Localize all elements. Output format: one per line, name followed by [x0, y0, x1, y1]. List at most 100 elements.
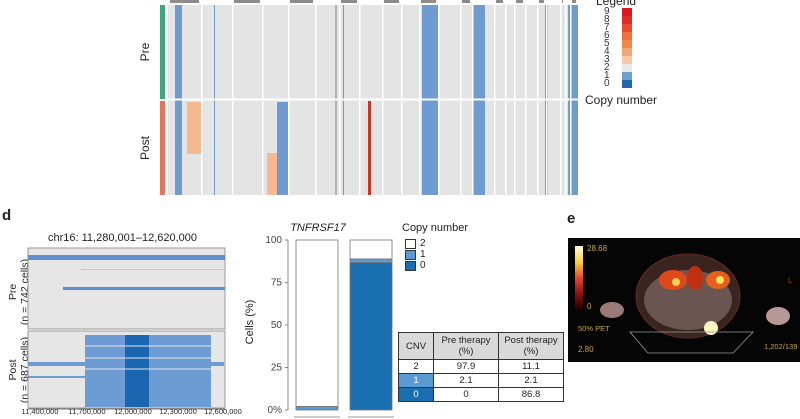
pet-ct-image: 28.68 0 50% PET 2.80 1,202/139 L [568, 238, 800, 362]
cnv-cell: 1 [398, 373, 434, 388]
y-tick-label: 75 [271, 278, 283, 289]
cnv-cell: 0 [398, 387, 434, 402]
chromosome-label-bar [562, 0, 563, 3]
chromosome-label-bar [462, 0, 470, 3]
chromosome-divider [494, 0, 496, 196]
legend-level-label: 3 [604, 54, 610, 65]
y-tick-label: 0% [268, 405, 283, 416]
bar-segment-cn0 [349, 262, 393, 411]
legend-swatch [622, 24, 632, 32]
cnv-table: CNV Pre therapy (%) Post therapy (%) 2 9… [398, 332, 564, 402]
bar-legend-swatch [405, 250, 416, 260]
chromosome-divider [514, 0, 516, 196]
pre-deletion-bar [28, 255, 225, 260]
post-cell: 11.1 [498, 359, 564, 374]
post-label: Post [7, 359, 19, 381]
pre-cell: 2.1 [433, 373, 499, 388]
chromosome-label-bar [341, 0, 357, 3]
legend-level-label: 5 [604, 38, 610, 49]
legend-level-label: 8 [604, 14, 610, 25]
chromosome-label-bar [421, 0, 436, 3]
header-pre: Pre therapy (%) [433, 332, 499, 360]
bar-segment-cn1 [349, 258, 393, 263]
chromosome-divider [232, 0, 234, 196]
chromosome-divider [525, 0, 527, 196]
x-tick-label: 12,600,000 [204, 407, 242, 416]
legend-level-label: 6 [604, 30, 610, 41]
high-gain-stripe [368, 101, 371, 195]
legend-swatch [622, 16, 632, 24]
table-row: 0 0 86.8 [398, 387, 564, 402]
bar-legend-label: 2 [420, 238, 426, 249]
legend-swatch [622, 8, 632, 16]
cnv-cell: 2 [398, 359, 434, 374]
chromosome-label-bar [539, 0, 544, 3]
legend-swatch [622, 40, 632, 48]
ct-scan-body [600, 253, 790, 354]
legend-swatch [622, 80, 632, 88]
table-header: CNV Pre therapy (%) Post therapy (%) [398, 332, 564, 360]
region-title: chr16: 11,280,001–12,620,000 [48, 232, 198, 244]
pet-color-scale [575, 246, 583, 310]
post-row-gaps [85, 345, 223, 370]
chromosome-divider [546, 0, 548, 196]
chromosome-label-bar [384, 0, 399, 3]
chromosome-divider [438, 0, 440, 196]
chromosome-label-bar [496, 0, 503, 3]
chromosome-label-bar [234, 0, 260, 3]
post-zero-copy-block [125, 335, 149, 407]
legend-title: Legend [596, 0, 637, 8]
chromosome-divider [460, 0, 462, 196]
header-post: Post therapy (%) [498, 332, 564, 360]
chromosome-divider [315, 0, 317, 196]
legend-level-label: 4 [604, 46, 610, 57]
legend-swatch [622, 72, 632, 80]
copy-number-heatmap [168, 0, 578, 196]
region-cnv-plot [27, 247, 226, 410]
chromosome-divider [419, 0, 421, 196]
y-tick-label: 50 [271, 320, 283, 331]
legend-swatch [622, 48, 632, 56]
chromosome-divider [382, 0, 384, 196]
post-group-bar [160, 101, 165, 195]
bar-segment-cn2 [295, 239, 339, 407]
bottom-right-value: 1,202/139 [764, 342, 798, 351]
legend-level-label: 1 [604, 70, 610, 81]
chromosome-divider [288, 0, 290, 196]
legend-caption: Copy number [585, 93, 658, 107]
x-tick-label: 12,300,000 [159, 407, 197, 416]
y-tick-label: 100 [265, 235, 282, 246]
chromosome-divider [201, 0, 203, 196]
pre-group-label: Pre [138, 42, 152, 62]
pre-cell: 0 [433, 387, 499, 402]
scale-min: 0 [587, 302, 592, 311]
chromosome-label-bar [572, 0, 576, 3]
legend-level-label: 2 [604, 62, 610, 73]
legend-level-label: 0 [604, 78, 610, 89]
pre-label: Pre [7, 283, 19, 301]
header-cnv: CNV [398, 332, 434, 360]
bar-segment-cn1 [295, 406, 339, 411]
panel-e-letter: e [567, 210, 576, 227]
gain-block [267, 153, 277, 195]
chromosome-divider [560, 0, 562, 196]
post-deletion-bar [28, 376, 85, 378]
chromosome-divider [570, 0, 572, 196]
chromosome-divider [359, 0, 361, 196]
chromosome-divider [565, 0, 567, 196]
bar-legend-label: 0 [420, 260, 426, 271]
panel-d-letter: d [2, 207, 12, 224]
chromosome-divider [401, 0, 403, 196]
chromosome-label-bar [290, 0, 313, 3]
pre-cell: 97.9 [433, 359, 499, 374]
post-group-label: Post [138, 136, 152, 161]
legend-level-label: 9 [604, 6, 610, 17]
pre-deletion-bar [63, 287, 225, 290]
chromosome-divider [262, 0, 264, 196]
chromosome-divider [505, 0, 507, 196]
table-row: 1 2.1 2.1 [398, 373, 564, 388]
scale-max: 28.68 [587, 244, 608, 253]
chromosome-divider [472, 0, 474, 196]
gain-block [187, 102, 201, 154]
stacked-bar-chart: 0% 25 50 75 100 [265, 235, 394, 418]
